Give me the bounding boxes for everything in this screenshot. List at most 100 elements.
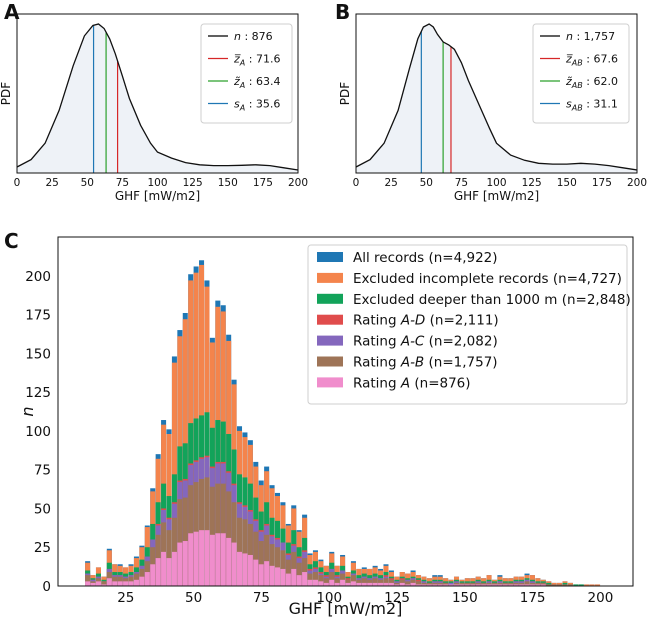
x-tick-label: 100: [486, 177, 506, 189]
bar: [405, 584, 411, 586]
legend-entry: Rating A (n=876): [353, 375, 471, 391]
bar: [356, 582, 362, 586]
bar: [334, 578, 340, 586]
bar: [182, 541, 188, 586]
x-tick-label: 150: [452, 590, 478, 606]
legend-subscript: A: [239, 59, 245, 68]
bar: [253, 559, 259, 586]
y-tick-label: 100: [25, 424, 51, 440]
bar: [101, 581, 107, 586]
bar: [237, 517, 243, 586]
bar: [529, 584, 535, 586]
x-tick-label: 150: [557, 177, 577, 189]
x-axis-label: GHF [mW/m2]: [289, 599, 403, 618]
legend-symbol: z̃: [233, 75, 240, 88]
bar: [161, 551, 167, 586]
bar: [269, 565, 275, 586]
bar: [188, 533, 194, 586]
x-tick-label: 0: [14, 177, 21, 189]
bar: [199, 530, 205, 586]
pdf-fill-B: [356, 24, 637, 173]
bar: [595, 584, 601, 586]
bar: [274, 547, 280, 586]
legend-entry: n : 1,757: [566, 30, 615, 43]
bar: [334, 582, 340, 586]
y-tick-label: 175: [25, 308, 51, 324]
legend-label: Rating: [353, 334, 401, 350]
bar: [155, 558, 161, 586]
y-tick-label: 200: [25, 269, 51, 285]
legend-label: Rating: [353, 313, 401, 329]
bar: [410, 582, 416, 586]
legend-subscript: A: [239, 104, 245, 113]
bar: [421, 584, 427, 586]
legend-subscript: AB: [571, 104, 583, 113]
x-tick-label: 125: [522, 177, 542, 189]
legend-symbol: s: [566, 98, 572, 111]
bar: [584, 584, 590, 586]
panel-label-A: A: [4, 0, 20, 24]
x-tick-label: 25: [117, 590, 134, 606]
bar: [209, 534, 215, 586]
bar: [453, 584, 460, 586]
bar: [329, 579, 335, 586]
bar: [280, 550, 286, 586]
bar: [426, 584, 432, 586]
pdf-fill-A: [17, 24, 298, 173]
bar: [258, 541, 264, 586]
x-tick-label: 0: [353, 177, 360, 189]
bar: [220, 533, 226, 586]
bar: [361, 578, 367, 586]
plot-frame-C: [57, 236, 634, 587]
x-tick-label: 75: [455, 177, 468, 189]
bar: [432, 584, 438, 586]
legend-value: : 71.6: [245, 53, 280, 66]
bar: [133, 579, 139, 586]
bar: [486, 584, 492, 586]
legend-symbol: z̅: [565, 53, 574, 66]
bar: [459, 584, 465, 586]
bar: [350, 575, 356, 586]
x-tick-label: 75: [116, 177, 129, 189]
plot-frame-A: [16, 13, 299, 174]
bar: [264, 534, 270, 586]
bar: [323, 578, 329, 586]
bar: [253, 531, 259, 586]
bar: [367, 582, 373, 586]
legend-swatch: [317, 335, 343, 346]
legend-entry: All records (n=4,922): [353, 250, 498, 266]
bar: [85, 581, 91, 586]
legend-count: (n=876): [410, 375, 470, 391]
bar: [258, 564, 264, 586]
legend-entry: Rating A-D (n=2,111): [353, 313, 499, 329]
x-tick-label: 50: [420, 177, 433, 189]
x-tick-label: 100: [316, 590, 342, 606]
bar: [578, 584, 584, 586]
legend-value: : 35.6: [245, 98, 280, 111]
x-tick-label: 25: [384, 177, 397, 189]
y-axis-label: PDF: [0, 82, 13, 105]
x-tick-label: 50: [185, 590, 202, 606]
x-tick-label: 175: [253, 177, 273, 189]
bar: [416, 581, 422, 586]
bar: [383, 582, 389, 586]
legend-label: Rating: [353, 375, 401, 391]
bar: [166, 530, 172, 586]
bar: [166, 558, 172, 586]
bar: [123, 581, 129, 586]
bar: [502, 584, 508, 586]
bar: [291, 568, 297, 586]
bar: [443, 584, 449, 586]
bar: [405, 581, 411, 586]
panel-C: C 0 25 50 75 100 125 150 175 200 25 50 75 100 125 150 17…: [4, 229, 634, 618]
bar: [481, 584, 487, 586]
legend-count: (n=1,757): [424, 355, 497, 371]
legend-value: : 67.6: [583, 53, 618, 66]
bar: [237, 551, 243, 586]
bar: [112, 576, 118, 586]
legend-label: Rating: [353, 355, 401, 371]
pdf-curve-B: [355, 23, 638, 171]
legend-value: : 63.4: [245, 75, 280, 88]
legend-swatch: [317, 314, 343, 325]
